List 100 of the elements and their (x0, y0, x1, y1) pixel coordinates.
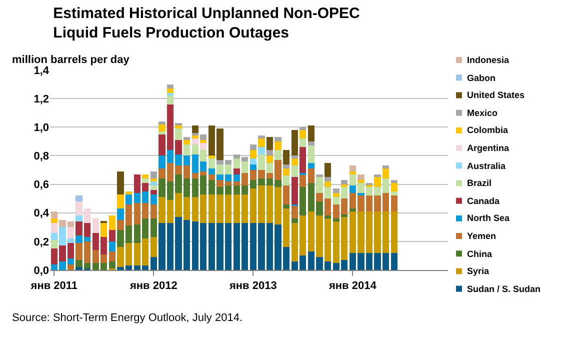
bar (274, 150, 282, 160)
bar (374, 174, 381, 178)
bar (67, 227, 74, 239)
bar (184, 137, 190, 140)
bar (300, 187, 306, 216)
bar (208, 174, 215, 180)
bar (266, 150, 274, 156)
bar (50, 211, 58, 219)
bar (184, 144, 190, 156)
legend-label: Gabon (467, 73, 496, 83)
legend-label: North Sea (467, 213, 511, 223)
bar (258, 147, 265, 154)
bar (382, 166, 390, 169)
bar (150, 190, 157, 194)
legend-label: China (467, 249, 493, 259)
bar (291, 130, 298, 156)
bar (308, 168, 314, 183)
bar (158, 131, 166, 134)
bar (250, 150, 256, 159)
legend-label: Argentina (467, 143, 510, 153)
bar (76, 216, 82, 222)
bar (150, 204, 157, 219)
bar (100, 222, 108, 238)
legend-label: Australia (467, 161, 507, 171)
bar (332, 188, 340, 193)
bar (150, 181, 157, 186)
bar (332, 192, 340, 198)
bar (208, 168, 215, 174)
bar (291, 166, 298, 178)
bar (324, 216, 332, 219)
y-tick-label: 0,0 (34, 264, 49, 277)
y-tick-label: 0,2 (34, 236, 49, 248)
bar (92, 218, 99, 233)
bar (208, 156, 215, 159)
bar (266, 156, 274, 163)
legend-label: Brazil (467, 178, 492, 188)
bar (233, 174, 240, 182)
y-tick-label: 1,0 (34, 122, 49, 134)
bar (150, 237, 157, 258)
bar (108, 216, 116, 230)
bar (390, 252, 398, 270)
bar (266, 137, 274, 150)
bar (274, 141, 282, 150)
bar (358, 192, 364, 196)
bar (308, 162, 314, 169)
x-tick-label: янв 2011 (30, 280, 78, 292)
bar (233, 168, 240, 174)
bar (308, 126, 314, 142)
bar (390, 180, 398, 183)
legend-label: Mexico (467, 108, 498, 118)
bar (158, 121, 166, 124)
legend-label: Sudan / S. Sudan (467, 284, 541, 294)
bar (166, 88, 174, 93)
bar (358, 180, 364, 183)
legend-label: Colombia (467, 125, 509, 135)
bar (324, 177, 332, 182)
bar (250, 164, 256, 170)
bar (390, 211, 398, 253)
bar (283, 176, 290, 186)
bar (50, 222, 58, 233)
bar (258, 138, 265, 148)
bar (117, 171, 124, 194)
bar (300, 147, 306, 173)
bar (283, 204, 290, 209)
bar (316, 174, 323, 178)
y-tick-label: 1,4 (34, 64, 50, 77)
bar (192, 136, 198, 139)
bar (166, 84, 174, 89)
legend-label: Yemen (467, 231, 496, 241)
bar (108, 230, 116, 242)
bar (142, 178, 149, 183)
bar (50, 240, 58, 249)
bar (67, 264, 74, 270)
bar (150, 171, 157, 179)
bar (117, 208, 124, 220)
legend-label: United States (467, 90, 525, 100)
bar (291, 156, 298, 159)
bar (283, 164, 290, 169)
bar (390, 191, 398, 196)
bar (349, 166, 356, 172)
legend-label: Syria (467, 266, 490, 276)
bar (142, 174, 149, 179)
bar (324, 181, 332, 188)
bar (300, 138, 306, 148)
bar (274, 137, 282, 142)
bar (125, 194, 132, 204)
bar (308, 141, 314, 146)
bar (76, 196, 82, 202)
bar (108, 251, 116, 262)
bar (324, 162, 332, 178)
bar (300, 174, 306, 188)
bar (175, 122, 182, 126)
bar (291, 218, 298, 223)
legend-label: Indonesia (467, 55, 510, 65)
source-note: Source: Short-Term Energy Outlook, July 2014. (12, 312, 242, 324)
bar (150, 218, 157, 238)
bar (358, 174, 364, 180)
bar (192, 126, 198, 133)
bar (341, 180, 348, 184)
bar (108, 241, 116, 252)
